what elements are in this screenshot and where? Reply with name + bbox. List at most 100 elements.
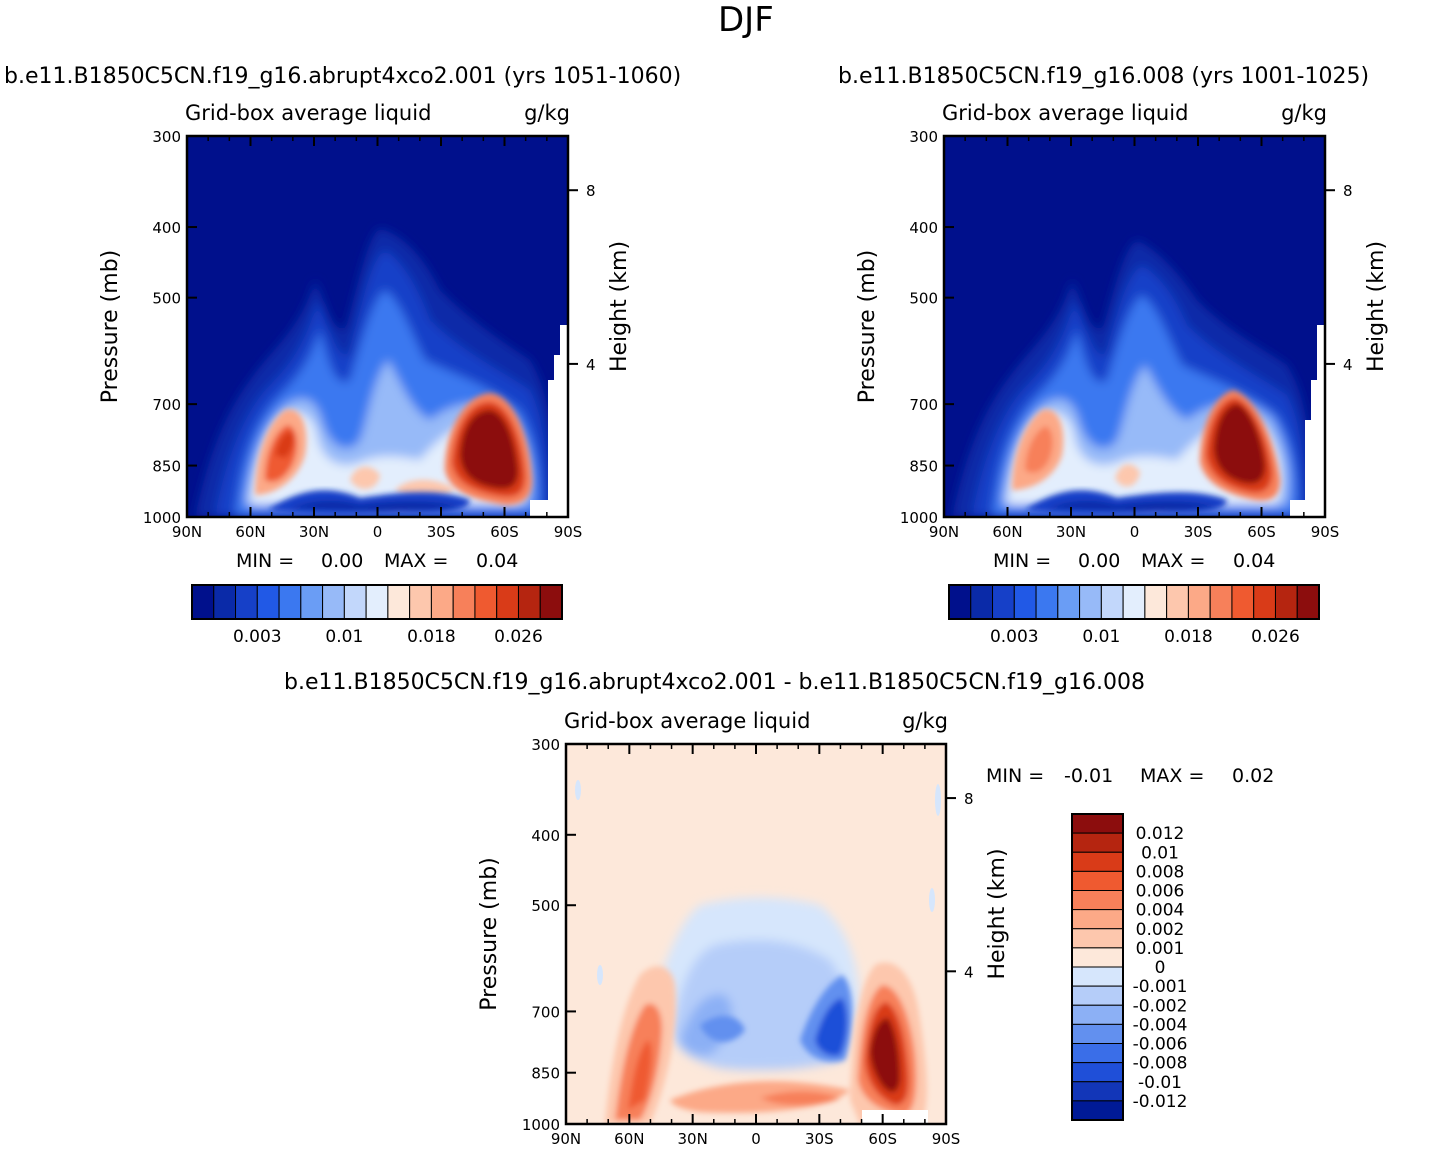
bottom-colorbar-box [1071,985,1124,1006]
bottom-max-value: 0.02 [1232,765,1274,787]
top-left-colorbar-box [300,584,324,620]
bottom-xtick-label: 90N [551,1130,581,1148]
top-right-max-value: 0.04 [1233,550,1275,572]
top-right-colorbar-box [1100,584,1124,620]
bottom-colorbar-label: 0 [1155,958,1166,978]
top-right-colorbar-label: 0.026 [1251,627,1300,647]
top-left-min-value: 0.00 [321,550,363,572]
bottom-xtick-label: 30S [805,1130,834,1148]
top-right-ytick-label: 850 [909,458,938,476]
bottom-height-tick-label: 8 [964,790,974,808]
bottom-colorbar-box [1071,832,1124,853]
top-right-colorbar-box [1013,584,1037,620]
bottom-ylabel: Pressure (mb) [477,857,502,1011]
bottom-xtick-label: 90S [932,1130,961,1148]
bottom-colorbar-box [1071,1081,1124,1102]
bottom-case-title: b.e11.B1850C5CN.f19_g16.abrupt4xco2.001 … [284,670,1145,695]
bottom-ytick-label: 700 [531,1003,560,1021]
top-left-colorbar-box [191,584,215,620]
top-right-left-string: Grid-box average liquid [942,101,1188,125]
top-left-ylabel-right: Height (km) [607,241,632,372]
top-left-ytick-label: 400 [152,219,181,237]
top-left-max-value: 0.04 [476,550,518,572]
top-right-colorbar-label: 0.018 [1164,627,1213,647]
top-left-colorbar-box [474,584,498,620]
bottom-colorbar-box [1071,947,1124,968]
top-right-height-tick-label: 8 [1343,182,1353,200]
bottom-colorbar-label: -0.012 [1133,1092,1188,1112]
top-left-ytick-label: 300 [152,128,181,146]
top-right-colorbar-box [1231,584,1255,620]
bottom-colorbar-box [1071,1043,1124,1064]
figure-title: DJF [718,0,774,40]
top-left-xtick-label: 30N [299,523,329,541]
bottom-colorbar-label: 0.006 [1136,882,1185,902]
top-right-ytick-label: 300 [909,128,938,146]
bottom-xtick-label: 60S [868,1130,897,1148]
top-left-colorbar-box [322,584,345,620]
top-right-colorbar-box [1057,584,1081,620]
top-left-case-title: b.e11.B1850C5CN.f19_g16.abrupt4xco2.001 … [4,64,681,89]
top-left-max-label: MAX = [384,550,448,572]
top-right-ytick-label: 700 [909,396,938,414]
top-right-colorbar-box [1209,584,1233,620]
bottom-speck [935,784,941,816]
top-left-colorbar-box [387,584,411,620]
top-left-ytick-label: 1000 [143,509,181,527]
top-right-colorbar-box [1144,584,1168,620]
bottom-colorbar-label: 0.01 [1141,843,1179,863]
top-left-left-string: Grid-box average liquid [185,101,431,125]
top-left-years: (yrs 1051-1060) [503,64,682,89]
bottom-colorbar-label: -0.002 [1133,996,1188,1016]
top-left-xtick-label: 60S [490,523,519,541]
top-right-colorbar-box [1079,584,1102,620]
bottom-left-string: Grid-box average liquid [564,709,810,733]
top-right-case-title: b.e11.B1850C5CN.f19_g16.008 (yrs 1001-10… [838,64,1369,89]
axes-layer: Grid-box average liquid g/kg 90N 60N 30N 0 30S… [98,101,1389,1148]
top-left-colorbar-box [235,584,258,620]
bottom-colorbar-box [1071,928,1124,949]
top-right-xtick-label: 0 [1130,523,1140,541]
top-left-colorbar-box [213,584,237,620]
bottom-speck [929,888,935,912]
top-right-colorbar-frame [948,584,1320,620]
top-right-colorbar-box [1274,584,1298,620]
bottom-colorbar-label: 0.004 [1136,901,1185,921]
bottom-colorbar-label: -0.01 [1138,1073,1182,1093]
top-left-plot [187,136,568,517]
bottom-speck [597,965,603,985]
bottom-colorbar-label: 0.001 [1136,939,1185,959]
top-right-min-label: MIN = [993,550,1051,572]
top-right-case: b.e11.B1850C5CN.f19_g16.008 [838,64,1185,89]
top-left-missing-region [530,136,568,517]
top-right-xtick-label: 90S [1311,523,1340,541]
top-left-colorbar-box [365,584,389,620]
bottom-colorbar-box [1071,1004,1124,1025]
top-right-colorbar-box [1122,584,1146,620]
top-left-height-tick-label: 8 [586,182,596,200]
bottom-colorbar-frame [1071,813,1124,1121]
top-left-xtick-label: 60N [235,523,265,541]
top-right-ytick-label: 400 [909,219,938,237]
bottom-plot [566,744,946,1124]
top-left-colorbar-box [409,584,432,620]
top-left-min-label: MIN = [236,550,294,572]
top-right-ylabel: Pressure (mb) [855,250,880,404]
bottom-ylabel-right: Height (km) [985,848,1010,979]
top-left-colorbar-box [496,584,519,620]
bottom-height-tick-label: 4 [964,963,974,981]
top-right-colorbar-box [1187,584,1211,620]
top-right-xtick-label: 30S [1184,523,1213,541]
bottom-xtick-label: 0 [751,1130,761,1148]
bottom-ytick-label: 400 [531,827,560,845]
top-right-colorbar-label: 0.003 [990,627,1039,647]
top-right-colorbar-box [1296,584,1320,620]
top-left-colorbar-label: 0.01 [325,627,363,647]
top-right-colorbar-box [1166,584,1189,620]
bottom-colorbar-box [1071,1023,1124,1044]
top-right-ytick-label: 1000 [900,509,938,527]
top-left-colorbar-label: 0.003 [233,627,282,647]
bottom-ytick-label: 1000 [522,1116,560,1134]
top-left-colorbar-box [343,584,367,620]
